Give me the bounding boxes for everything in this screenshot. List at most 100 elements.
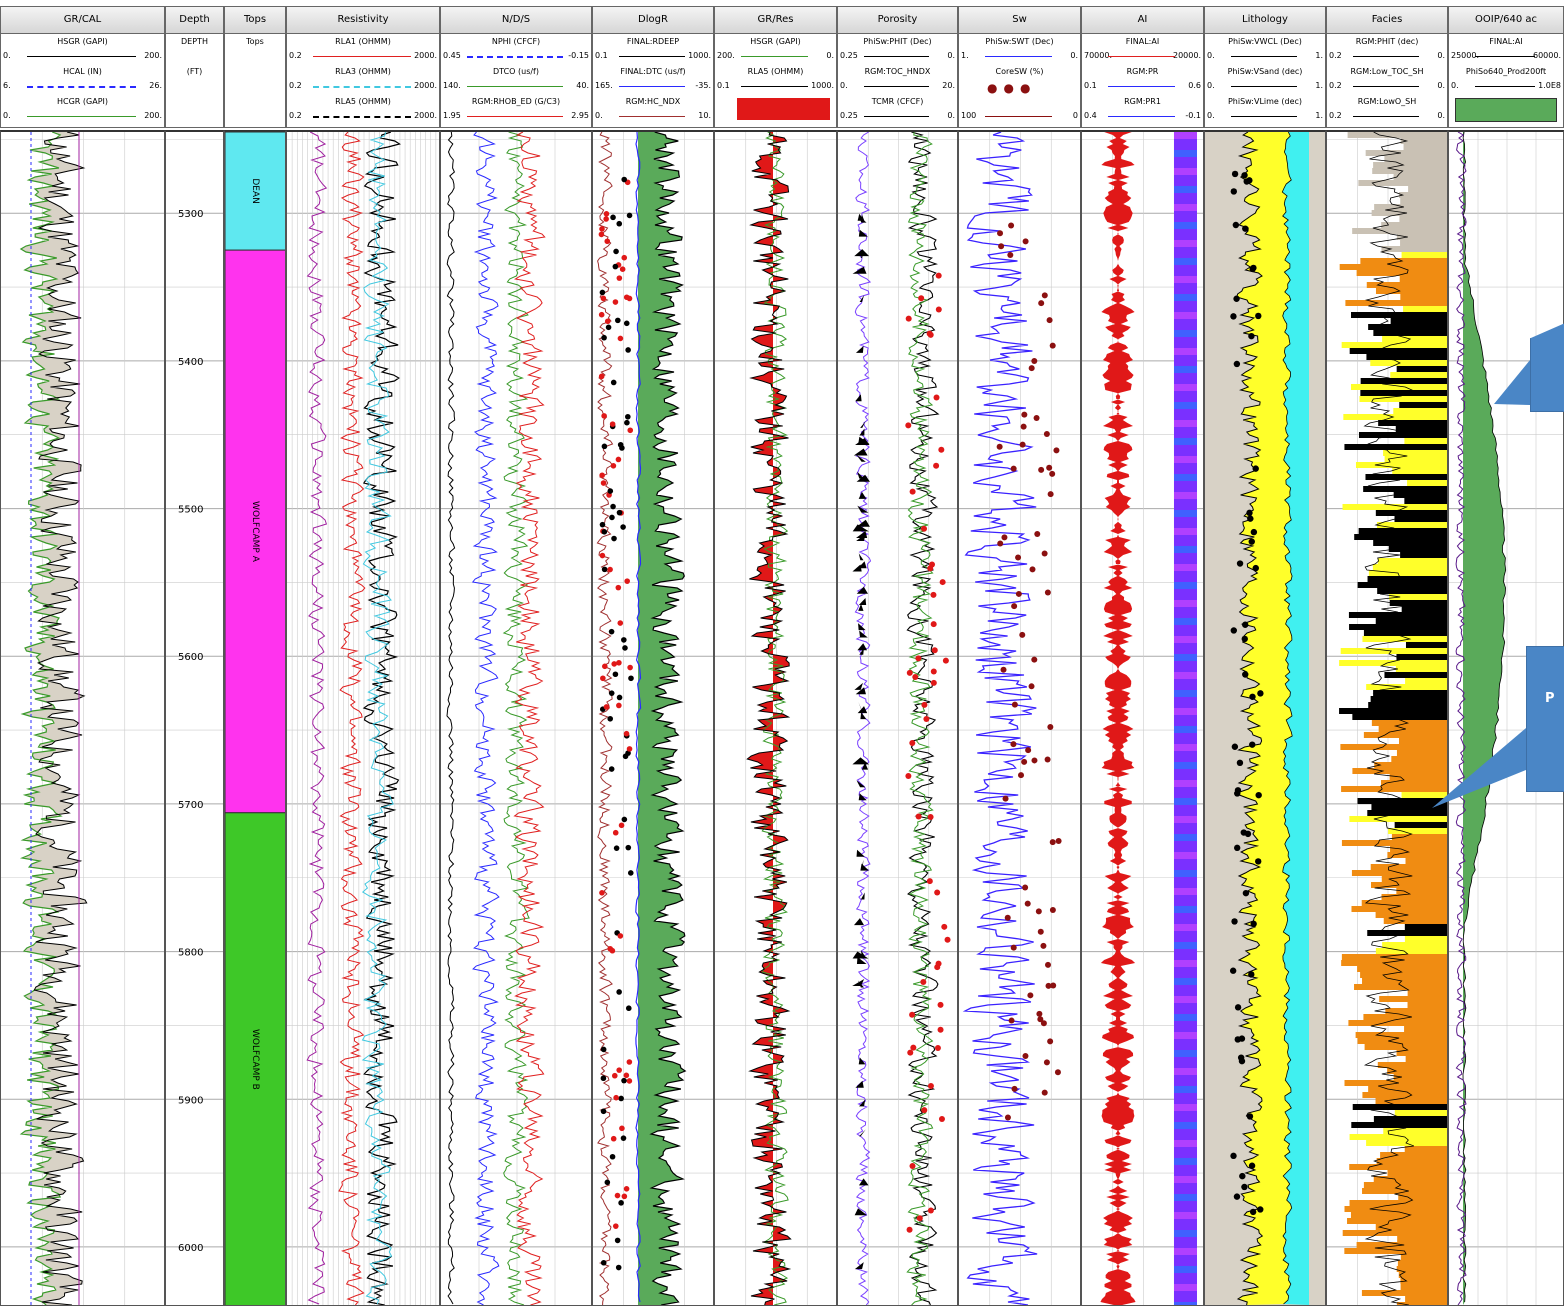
curve-legend-row[interactable]: NPHI (CFCF) 0.45 -0.15 [443,36,589,66]
facies-band [1373,162,1448,168]
track-body[interactable] [286,130,440,1306]
core-sw-point [1048,491,1054,497]
track-body[interactable] [958,130,1081,1306]
curve-legend-row[interactable]: PhiSw:SWT (Dec) 1. 0. [961,36,1078,66]
curve-legend-row[interactable]: HCAL (IN) 6. 26. [3,66,162,96]
core-sw-point [1038,929,1044,935]
core-sw-point [1009,1018,1015,1024]
facies-band [1396,654,1448,660]
track-title[interactable]: OOIP/640 ac [1448,6,1564,34]
track-body[interactable] [440,130,592,1306]
track-title[interactable]: Depth [165,6,224,34]
track-body[interactable] [837,130,958,1306]
curve-scale-max: 0. [1437,81,1445,90]
core-sw-point [1011,945,1017,951]
curve-scale-max: 200. [144,111,162,120]
curve-legend-row[interactable]: PhiSw:VLime (dec) 0. 1. [1207,96,1323,126]
curve-scale-min: 0.1 [1084,81,1097,90]
core-point [1249,694,1255,700]
curve-name: Tops [227,37,283,46]
track-legend: PhiSw:VWCL (Dec) 0. 1. PhiSw:VSand (dec) 0. 1… [1204,34,1326,128]
curve-legend-row[interactable]: RGM:TOC_HNDX 0. 20. [840,66,955,96]
facies-band [1351,1212,1448,1218]
track-title[interactable]: Facies [1326,6,1448,34]
track-title[interactable]: DlogR [592,6,714,34]
track-title[interactable]: Resistivity [286,6,440,34]
curve-legend-row[interactable]: PhiSw:VWCL (Dec) 0. 1. [1207,36,1323,66]
track-ai: AI FINAL:AI 70000. 20000. RGM:PR 0.1 0.6 RGM:PR… [1081,0,1204,1306]
curve-legend-row[interactable]: RLA5 (OHMM) 0.1 1000. [717,66,834,96]
curve-scale-max: -0.15 [568,51,589,60]
curve-legend-row[interactable]: DEPTH [168,36,221,66]
track-body[interactable]: DEAN WOLFCAMP A WOLFCAMP B [224,130,286,1306]
curve-legend-row[interactable]: RLA1 (OHMM) 0.2 2000. [289,36,437,66]
curve-legend-row[interactable]: RLA3 (OHMM) 0.2 2000. [289,66,437,96]
track-body[interactable] [1326,130,1448,1306]
track-title[interactable]: Lithology [1204,6,1326,34]
curve-legend-row[interactable]: FINAL:AI 25000. 60000. [1451,36,1561,66]
curve-legend-row[interactable]: RLA5 (OHMM) 0.2 2000. [289,96,437,126]
core-sw-point [1021,759,1027,765]
facies-band [1351,384,1448,390]
curve-name: RLA3 (OHMM) [289,67,437,76]
track-title[interactable]: Tops [224,6,286,34]
curve-legend-row[interactable]: RGM:PHIT (dec) 0.2 0. [1329,36,1445,66]
curve-legend-row[interactable]: FINAL:RDEEP 0.1 1000. [595,36,711,66]
curve-legend-row[interactable]: RGM:LowO_SH 0.2 0. [1329,96,1445,126]
curve-legend-row[interactable]: HSGR (GAPI) 0. 200. [3,36,162,66]
curve-scale-max: 0. [1070,51,1078,60]
core-point [910,1163,916,1169]
curve-legend-row[interactable]: FINAL:AI 70000. 20000. [1084,36,1201,66]
curve-legend-row[interactable]: FINAL:DTC (us/f) 165. -35. [595,66,711,96]
curve-legend-row[interactable]: RGM:PR 0.1 0.6 [1084,66,1201,96]
core-point [607,488,613,494]
core-point [620,266,626,272]
curve-legend-row[interactable]: HSGR (GAPI) 200. 0. [717,36,834,66]
track-title[interactable]: GR/CAL [0,6,165,34]
facies-band [1368,702,1448,708]
curve-legend-row[interactable]: RGM:RHOB_ED (G/C3) 1.95 2.95 [443,96,589,126]
curve-legend-row[interactable]: PhiSo640_Prod200ft 0. 1.0E8 [1451,66,1561,96]
track-body[interactable] [0,130,165,1306]
track-title[interactable]: AI [1081,6,1204,34]
pr-band [1174,258,1197,265]
curve-legend-row[interactable]: PhiSw:PHIT (Dec) 0.25 0. [840,36,955,66]
core-point [936,961,942,967]
curve-scale-min: 140. [443,81,461,90]
curve-legend-row[interactable]: TCMR (CFCF) 0.25 0. [840,96,955,126]
core-point [935,1045,941,1051]
facies-band [1369,570,1448,576]
track-body[interactable]: 5300 5400 5500 5600 5700 5800 5900 6000 [165,130,224,1306]
track-body[interactable] [714,130,837,1306]
curve-legend-row[interactable]: HCGR (GAPI) 0. 200. [3,96,162,126]
track-title[interactable]: Porosity [837,6,958,34]
track-body[interactable] [1081,130,1204,1306]
track-legend: HSGR (GAPI) 200. 0. RLA5 (OHMM) 0.1 1000. [714,34,837,128]
curve-legend-row[interactable]: Tops [227,36,283,66]
curve-line-sample [619,86,685,87]
curve-line-sample [985,56,1052,57]
track-body[interactable] [1204,130,1326,1306]
curve-scale-max: 200. [144,51,162,60]
curve-legend-row[interactable]: RGM:Low_TOC_SH 0.2 0. [1329,66,1445,96]
core-sw-point [1025,901,1031,907]
facies-band [1374,762,1448,768]
pr-band [1174,1158,1197,1165]
curve-scale-max: 0. [947,111,955,120]
curve-legend-row[interactable]: RGM:HC_NDX 0. 10. [595,96,711,126]
curve-legend-row[interactable]: RGM:PR1 0.4 -0.1 [1084,96,1201,126]
track-title[interactable]: GR/Res [714,6,837,34]
track-title[interactable]: Sw [958,6,1081,34]
track-body[interactable] [592,130,714,1306]
curve-legend-row[interactable]: 100 0 [961,96,1078,126]
facies-band [1372,210,1448,216]
curve-legend-row[interactable]: DTCO (us/f) 140. 40. [443,66,589,96]
curve-legend-row[interactable]: PhiSw:VSand (dec) 0. 1. [1207,66,1323,96]
pr-band [1174,798,1197,805]
pr-band [1174,168,1197,175]
curve-legend-row[interactable]: (FT) [168,66,221,96]
core-point [620,524,626,530]
curve-line-sample [1353,86,1419,87]
track-title[interactable]: N/D/S [440,6,592,34]
core-point [624,1186,630,1192]
